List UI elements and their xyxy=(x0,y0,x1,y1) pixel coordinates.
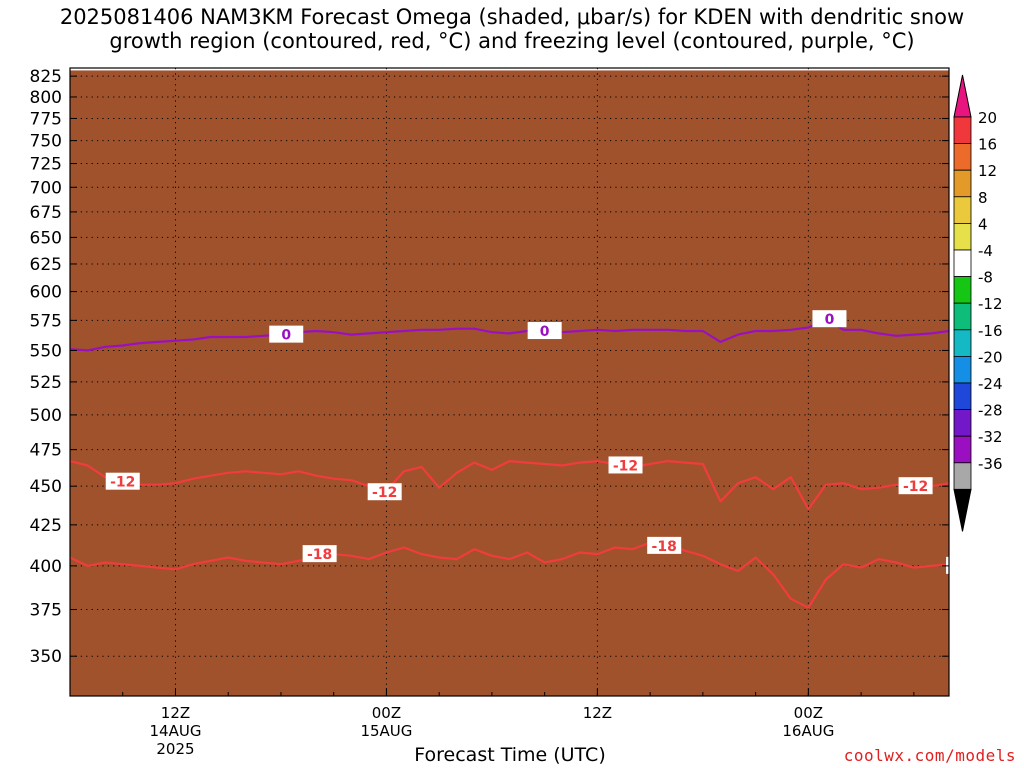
x-tick-label: 12Z xyxy=(583,704,612,722)
omega-shaded-region xyxy=(952,637,957,639)
colorbar-bottom-arrow xyxy=(953,488,972,532)
x-tick-label: 12Z xyxy=(161,704,190,722)
colorbar-label: -16 xyxy=(978,322,1003,340)
colorbar-segment xyxy=(953,462,972,490)
contour-label: -12 xyxy=(110,475,135,491)
contour-label-bg xyxy=(898,477,933,495)
chart-title-line-2: growth region (contoured, red, °C) and f… xyxy=(109,29,915,53)
colorbar-segment xyxy=(953,116,972,145)
colorbar-label: -8 xyxy=(978,269,993,287)
contour-label: -18 xyxy=(950,559,975,575)
y-tick-label: 650 xyxy=(30,228,62,248)
colorbar-segment xyxy=(953,276,972,304)
y-tick-label: 400 xyxy=(30,557,62,577)
colorbar-label: -32 xyxy=(978,428,1003,446)
colorbar-label: 8 xyxy=(978,189,988,207)
y-tick-label: 550 xyxy=(30,341,62,361)
colorbar-top-arrow xyxy=(953,74,972,118)
contour-label-bg xyxy=(367,483,402,501)
y-tick-label: 600 xyxy=(30,283,62,303)
x-tick-label: 00Z xyxy=(794,704,823,722)
colorbar-segment xyxy=(953,435,972,464)
credit-text: coolwx.com/models xyxy=(843,746,1016,765)
contour-label: -12 xyxy=(613,458,638,474)
x-tick-date: 16AUG xyxy=(782,722,834,740)
x-axis-title: Forecast Time (UTC) xyxy=(414,744,606,766)
contour-line xyxy=(70,460,949,511)
colorbar-segment xyxy=(953,409,972,437)
colorbar-label: -20 xyxy=(978,348,1003,366)
x-tick-label: 00Z xyxy=(372,704,401,722)
colorbar-label: -24 xyxy=(978,375,1003,393)
colorbar-segment xyxy=(953,249,972,278)
y-tick-label: 375 xyxy=(30,601,62,621)
colorbar-label: 20 xyxy=(978,109,997,127)
contour-label: -18 xyxy=(307,547,332,563)
colorbar-segment xyxy=(953,196,972,224)
contour-label-bg xyxy=(302,545,337,563)
contour-label: -12 xyxy=(372,485,397,501)
contour-label: 0 xyxy=(825,312,835,328)
colorbar-segment xyxy=(953,169,972,198)
contour-label-bg xyxy=(946,556,949,574)
colorbar-segment xyxy=(953,143,972,171)
y-tick-label: 575 xyxy=(30,311,62,331)
colorbar-label: -4 xyxy=(978,242,993,260)
y-tick-label: 625 xyxy=(30,255,62,275)
y-tick-label: 525 xyxy=(30,373,62,393)
x-tick-date: 15AUG xyxy=(360,722,412,740)
x-tick-date: 14AUG xyxy=(150,722,202,740)
y-tick-label: 750 xyxy=(30,132,62,152)
colorbar-segment xyxy=(953,302,972,331)
contour-line xyxy=(70,318,949,352)
colorbar-label: 4 xyxy=(978,215,988,233)
colorbar-label: -36 xyxy=(978,455,1003,473)
y-tick-label: 825 xyxy=(30,67,62,87)
y-tick-label: 700 xyxy=(30,178,62,198)
x-tick-year: 2025 xyxy=(156,740,194,758)
colorbar-segment xyxy=(953,355,972,384)
contour-label-bg xyxy=(105,472,140,490)
y-tick-label: 775 xyxy=(30,109,62,129)
colorbar-label: -12 xyxy=(978,295,1003,313)
colorbar-segment xyxy=(953,382,972,411)
contour-label: 0 xyxy=(540,324,550,340)
contour-label-bg xyxy=(269,325,304,343)
contour-label-bg xyxy=(647,536,682,554)
contour-label-bg xyxy=(608,456,643,474)
contour-label-bg xyxy=(527,322,562,340)
y-tick-label: 350 xyxy=(30,647,62,667)
y-tick-label: 675 xyxy=(30,203,62,223)
y-tick-label: 800 xyxy=(30,88,62,108)
y-tick-label: 425 xyxy=(30,516,62,536)
y-tick-label: 475 xyxy=(30,441,62,461)
colorbar-label: 16 xyxy=(978,136,997,154)
y-tick-label: 500 xyxy=(30,406,62,426)
contour-label-bg xyxy=(812,310,847,328)
y-tick-label: 450 xyxy=(30,477,62,497)
contour-label: -12 xyxy=(903,479,928,495)
contour-label: 0 xyxy=(281,328,291,344)
contour-label: -18 xyxy=(652,539,677,555)
colorbar-label: -28 xyxy=(978,402,1003,420)
y-tick-label: 725 xyxy=(30,155,62,175)
colorbar-segment xyxy=(953,329,972,357)
contour-line xyxy=(70,541,949,609)
colorbar-label: 12 xyxy=(978,162,997,180)
ground-band xyxy=(70,70,949,696)
colorbar-segment xyxy=(953,222,972,251)
chart-title-line-1: 2025081406 NAM3KM Forecast Omega (shaded… xyxy=(59,5,965,29)
